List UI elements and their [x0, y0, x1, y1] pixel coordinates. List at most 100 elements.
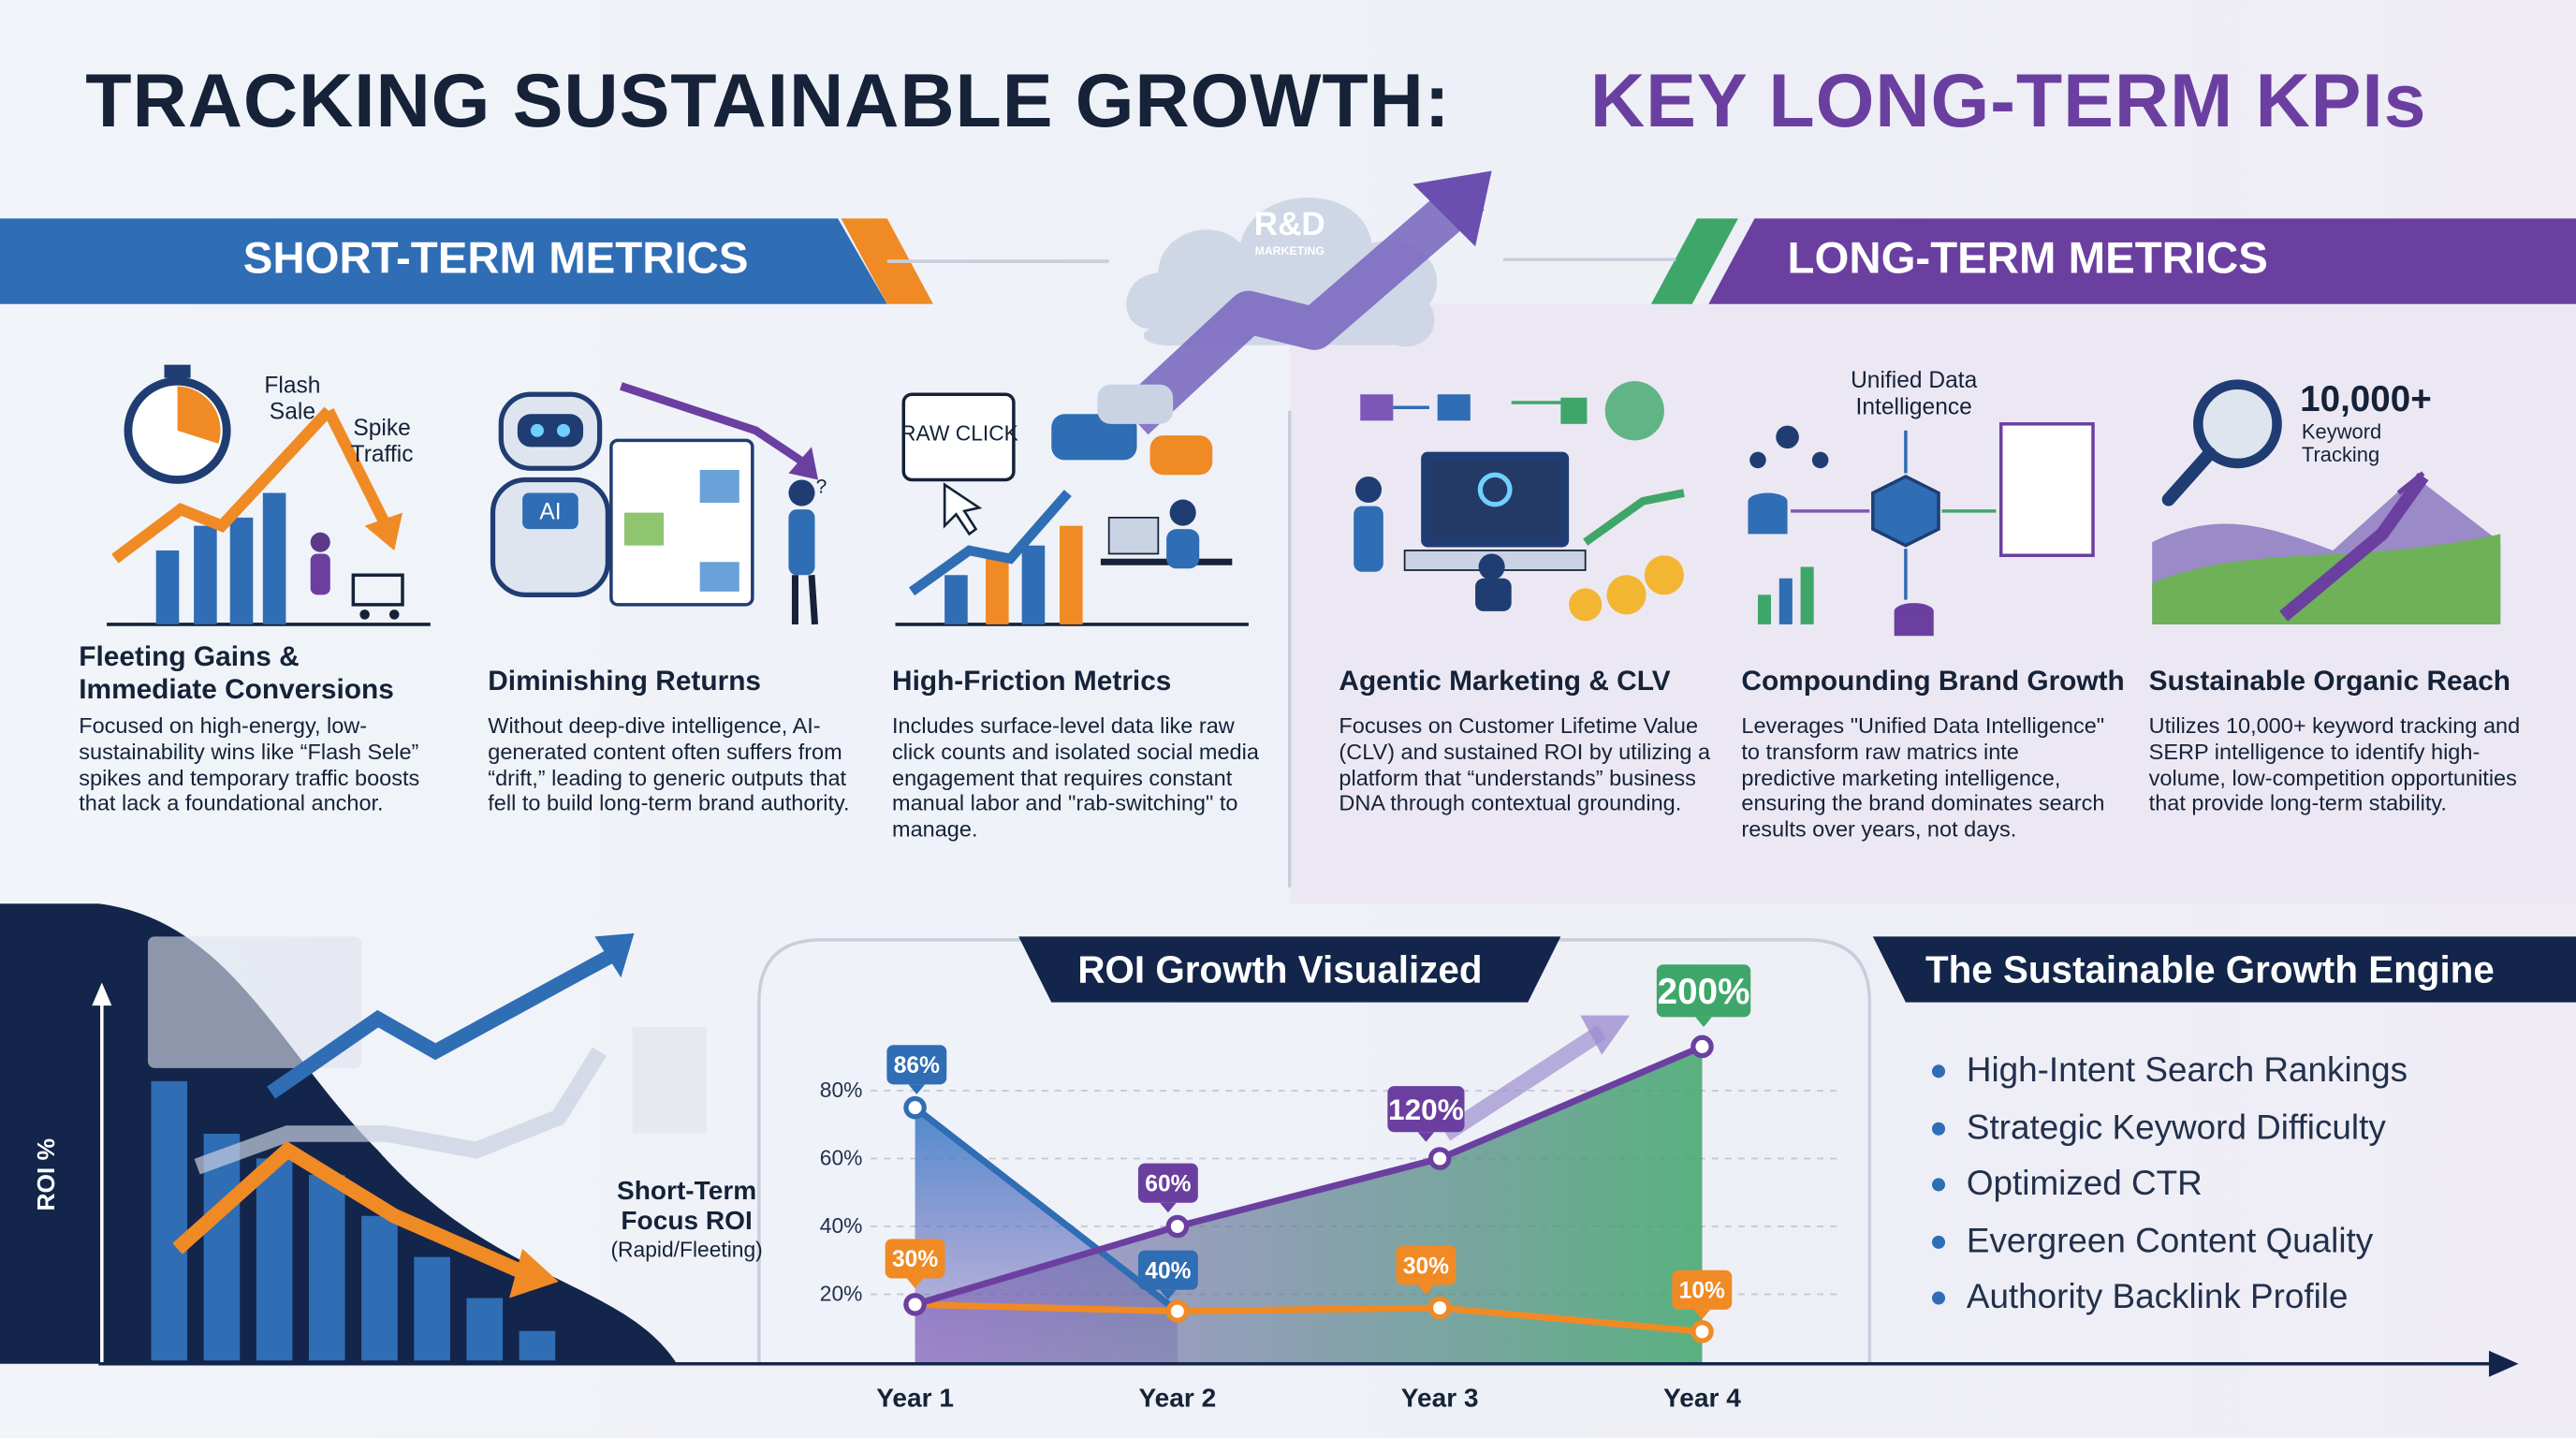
icon-flash-sale-part [262, 492, 286, 624]
point [1690, 1034, 1714, 1059]
banners-part [886, 259, 1109, 263]
icon-agentic-marketing-part [1475, 578, 1512, 611]
callout-box [1396, 1245, 1456, 1285]
y-tick-label: 40% [820, 1213, 863, 1238]
short-term-heading: SHORT-TERM METRICS [242, 233, 749, 283]
point [1427, 1296, 1452, 1320]
callout-box [1137, 1163, 1198, 1203]
icon-label: Flash Sale [264, 371, 321, 424]
callout-box [885, 1239, 945, 1279]
icon-unified-data-part [1748, 501, 1788, 535]
engine-item: Evergreen Content Quality [1966, 1222, 2374, 1260]
icon-ai-robot [490, 382, 819, 625]
callout-pointer [908, 1084, 926, 1094]
y-tick-label: 60% [820, 1146, 863, 1170]
short-term-roi-graphic-part [203, 1134, 241, 1361]
icon-agentic-marketing-part [1477, 472, 1513, 507]
icon-label: RAW CLICK [900, 420, 1018, 445]
callout-box [886, 1045, 947, 1085]
icon-label: 10,000+ [2300, 379, 2432, 419]
svg-labels: R&D MARKETING RAW CLICK AI ? 10,000+ [539, 206, 2431, 525]
chart-frame [757, 936, 2576, 1364]
callout-box [1672, 1269, 1733, 1310]
icon-ai-robot-part [490, 477, 611, 597]
icon-flash-sale-part [194, 525, 217, 624]
icon-ai-robot-part [699, 469, 739, 504]
icon-raw-click-part [1060, 525, 1083, 624]
point [1690, 1320, 1714, 1343]
icon-ai-robot-part [808, 575, 819, 625]
banners-part [1650, 218, 1738, 304]
x-axis-part [2488, 1350, 2519, 1377]
card-title: Agentic Marketing & CLV [1339, 665, 1671, 697]
icon-flash-sale-part [359, 609, 370, 620]
point [1427, 1147, 1452, 1170]
x-axis [98, 1350, 2519, 1377]
x-tick-label: Year 4 [1663, 1383, 1741, 1412]
short-term-roi-graphic-part [256, 1158, 293, 1361]
icon-raw-click-part [944, 575, 968, 624]
icon-unified-data-part [1998, 422, 2095, 557]
icon-agentic-marketing-part [1604, 381, 1664, 441]
growth-arrow [1119, 170, 1492, 435]
short-term-roi-graphic-part [519, 1330, 556, 1361]
icon-raw-click-part [986, 558, 1009, 624]
icon-keyword-reach [2152, 379, 2501, 624]
icon-agentic-marketing-part [1569, 588, 1603, 622]
short-term-roi-graphic-part [194, 1047, 607, 1175]
engine-item: Optimized CTR [1966, 1165, 2203, 1204]
chart-frame-part [1872, 936, 2576, 1003]
y-tick-label: 20% [820, 1282, 863, 1306]
bullets-part [1931, 1064, 1946, 1078]
short-term-roi-graphic-part [147, 936, 362, 1068]
x-tick-label: Year 1 [876, 1383, 954, 1412]
callout-box [1137, 1250, 1198, 1290]
title-part-1: TRACKING SUSTAINABLE GROWTH: [85, 57, 1451, 143]
short-term-roi-graphic-part [172, 1140, 529, 1281]
icon-ai-robot-part [530, 423, 544, 437]
title-part-2: KEY LONG-TERM KPIs [1589, 57, 2427, 143]
card-title: Diminishing Returns [488, 665, 762, 697]
icon-agentic-marketing-part [1360, 394, 1394, 421]
icon-raw-click-part [1021, 545, 1046, 624]
callout-pointer [1695, 1017, 1712, 1027]
short-term-roi-graphic [0, 903, 707, 1364]
icon-raw-click-part [1097, 384, 1174, 424]
trend-arrow [1441, 1024, 1607, 1141]
short-term-roi-graphic-part [414, 1256, 450, 1361]
callout-label: 120% [1388, 1093, 1464, 1126]
icon-agentic-marketing-part [1583, 489, 1685, 546]
banners-part [0, 218, 887, 304]
icon-agentic-marketing-part [1354, 476, 1383, 504]
line [913, 1105, 1180, 1314]
point [1165, 1214, 1190, 1239]
icon-agentic-marketing-part [1644, 555, 1684, 595]
icon-ai-robot-part [788, 509, 815, 576]
short-term-roi-graphic-part [594, 932, 635, 978]
icon-raw-click-part [1166, 529, 1200, 569]
icon-raw-click-part [1149, 435, 1213, 476]
icon-raw-click-part [943, 482, 983, 536]
point [903, 1293, 927, 1316]
bullets-part [1931, 1235, 1946, 1249]
icon-raw-click-part [901, 392, 1016, 482]
short-term-roi-graphic-part [92, 982, 112, 1006]
icon-ai-robot-part [788, 479, 815, 506]
card-body: Focuses on Customer Lifetime Value (CLV)… [1339, 712, 1711, 816]
icon-keyword-reach-part [2396, 471, 2425, 495]
icon-flash-sale-part [364, 512, 402, 550]
callout-label: 200% [1658, 972, 1750, 1012]
icon-flash-sale-part [323, 408, 391, 529]
bullets [1931, 1064, 1946, 1305]
roi-chart: 20% 40% 60% 80% Year 1 Year 2 Year 3 Year 4 86% 3… [820, 964, 1840, 1412]
short-term-roi-graphic-part [151, 1080, 188, 1361]
icon-label: Keyword Tracking [2301, 420, 2382, 467]
icon-keyword-reach-part [2161, 447, 2217, 506]
card-body: Focused on high-energy, low-sustainabili… [79, 712, 420, 816]
card-title: High-Friction Metrics [892, 665, 1172, 697]
card-title: Fleeting Gains & Immediate Conversions [79, 640, 394, 705]
icon-ai-robot-part [699, 562, 739, 592]
icon-label: Unified Data Intelligence [1851, 366, 1978, 419]
icon-agentic-marketing-part [1437, 394, 1471, 421]
